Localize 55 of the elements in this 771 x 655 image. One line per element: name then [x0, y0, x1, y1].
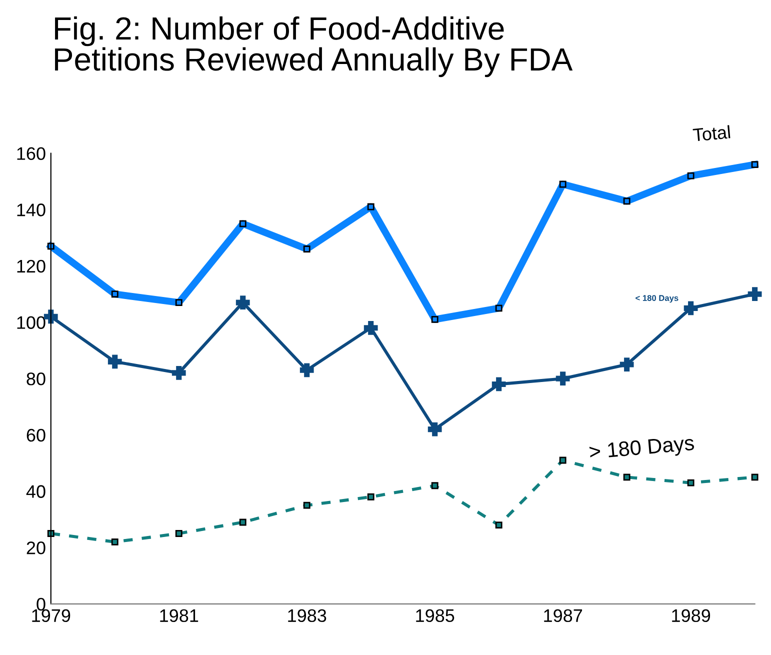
- point: [239, 220, 246, 228]
- point: [364, 320, 378, 335]
- y-tick-label: 100: [17, 316, 46, 329]
- point: [623, 474, 630, 481]
- y-tick-label: 60: [26, 428, 46, 442]
- point: [303, 246, 310, 253]
- point: [495, 304, 502, 312]
- point: [303, 502, 310, 509]
- point: [172, 366, 186, 380]
- point: [367, 493, 374, 500]
- point: [175, 530, 182, 537]
- point: [751, 474, 758, 481]
- point: [111, 290, 118, 298]
- y-tick-label: 160: [17, 147, 46, 160]
- point: [559, 456, 566, 464]
- point: [236, 296, 250, 310]
- y-tick-label: 120: [17, 260, 46, 273]
- point: [495, 522, 502, 529]
- point: [684, 301, 698, 316]
- point: [108, 354, 122, 369]
- x-tick-label: 1981: [160, 609, 198, 622]
- series-label: Total: [692, 125, 730, 142]
- y-tick-label: 0: [36, 598, 46, 611]
- series-label: < 180 Days: [636, 295, 678, 303]
- point: [556, 372, 570, 386]
- point: [620, 358, 634, 372]
- y-tick-label: 80: [26, 372, 46, 386]
- point: [687, 479, 694, 486]
- point: [300, 363, 314, 378]
- point: [687, 172, 694, 180]
- y-tick-label: 20: [26, 542, 46, 554]
- point: [748, 287, 762, 302]
- point: [751, 161, 758, 168]
- x-tick-label: 1983: [288, 609, 326, 622]
- point: [47, 242, 54, 250]
- point: [175, 299, 182, 306]
- x-tick-label: 1987: [544, 609, 582, 622]
- point: [111, 538, 118, 546]
- point: [431, 316, 438, 323]
- x-tick-label: 1979: [32, 609, 70, 622]
- y-tick-label: 140: [17, 204, 46, 216]
- x-tick-label: 1985: [416, 609, 454, 622]
- point: [431, 482, 438, 490]
- point: [47, 530, 54, 537]
- point: [492, 377, 506, 392]
- point: [428, 422, 442, 436]
- y-tick-label: 40: [26, 485, 46, 498]
- point: [623, 198, 630, 205]
- series-label: > 180 Days: [589, 435, 695, 464]
- point: [239, 518, 246, 526]
- point: [367, 203, 374, 210]
- point: [559, 180, 566, 188]
- point: [44, 310, 58, 324]
- x-tick-label: 1989: [672, 609, 710, 622]
- chart-title: Fig. 2: Number of Food-Additive Petitions Reviewed Annually By FDA: [55, 16, 573, 78]
